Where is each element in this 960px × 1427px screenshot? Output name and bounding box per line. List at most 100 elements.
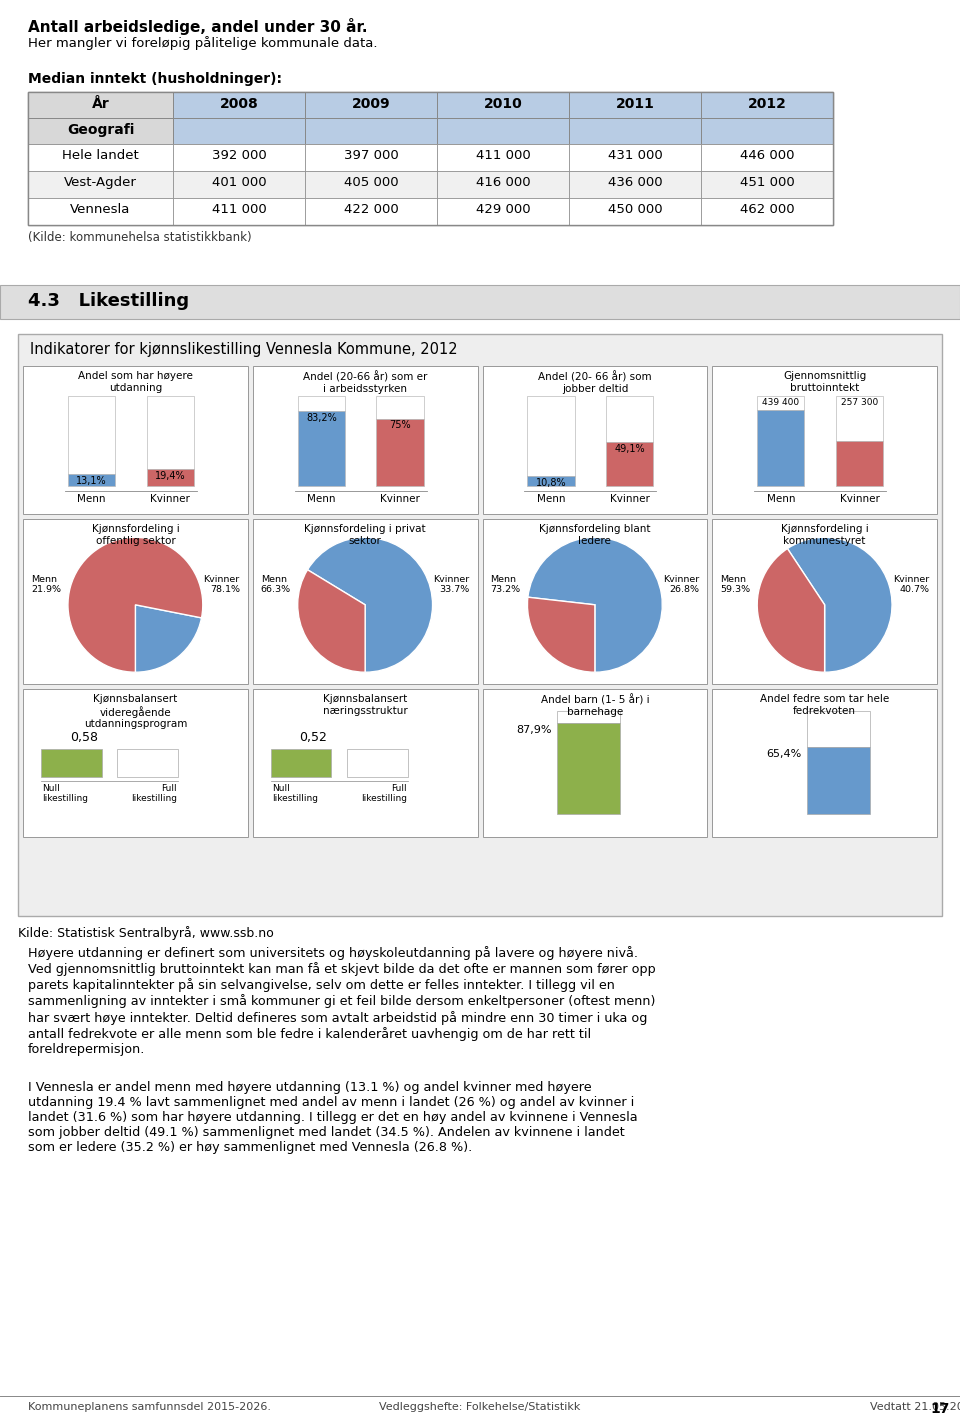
- Bar: [271, 749, 331, 776]
- Bar: [23, 365, 248, 514]
- Wedge shape: [298, 569, 365, 672]
- Text: 439 400: 439 400: [762, 398, 800, 407]
- Bar: [252, 689, 477, 838]
- Text: 422 000: 422 000: [344, 203, 398, 215]
- Bar: [483, 689, 708, 838]
- Bar: [569, 91, 701, 118]
- Text: 87,9%: 87,9%: [516, 725, 552, 735]
- Bar: [437, 171, 569, 198]
- Bar: [557, 711, 619, 723]
- Text: Null
likestilling: Null likestilling: [42, 783, 88, 803]
- Bar: [437, 144, 569, 171]
- Bar: [173, 198, 305, 225]
- Text: Antall arbeidsledige, andel under 30 år.: Antall arbeidsledige, andel under 30 år.: [28, 19, 368, 36]
- Text: 2010: 2010: [484, 97, 522, 111]
- Wedge shape: [787, 538, 892, 672]
- Text: Median inntekt (husholdninger):: Median inntekt (husholdninger):: [28, 71, 282, 86]
- Text: Kvinner
78.1%: Kvinner 78.1%: [204, 575, 240, 594]
- Text: 462 000: 462 000: [740, 203, 794, 215]
- Bar: [305, 91, 437, 118]
- Wedge shape: [307, 538, 433, 672]
- Bar: [117, 749, 178, 776]
- Bar: [757, 397, 804, 410]
- Text: 17: 17: [930, 1401, 950, 1416]
- Text: Vedleggshefte: Folkehelse/Statistikk: Vedleggshefte: Folkehelse/Statistikk: [379, 1401, 581, 1411]
- Bar: [376, 418, 423, 487]
- Text: 401 000: 401 000: [212, 176, 266, 188]
- Bar: [305, 198, 437, 225]
- Bar: [28, 91, 833, 225]
- Bar: [305, 118, 437, 144]
- Text: 75%: 75%: [389, 421, 411, 431]
- Bar: [28, 91, 833, 225]
- Text: Andel (20-66 år) som er
i arbeidsstyrken: Andel (20-66 år) som er i arbeidsstyrken: [303, 371, 427, 394]
- Bar: [376, 397, 423, 418]
- Text: 0,52: 0,52: [300, 731, 327, 743]
- Bar: [68, 474, 115, 487]
- Bar: [28, 144, 173, 171]
- Text: 257 300: 257 300: [841, 398, 878, 407]
- Bar: [757, 410, 804, 487]
- Bar: [28, 118, 173, 144]
- Text: Gjennomsnittlig
bruttoinntekt: Gjennomsnittlig bruttoinntekt: [783, 371, 866, 392]
- Text: 13,1%: 13,1%: [76, 477, 107, 487]
- Bar: [569, 171, 701, 198]
- Wedge shape: [135, 605, 202, 672]
- Text: 2009: 2009: [351, 97, 391, 111]
- Text: Vest-Agder: Vest-Agder: [64, 176, 137, 188]
- Text: Full
likestilling: Full likestilling: [132, 783, 177, 803]
- Bar: [437, 118, 569, 144]
- Bar: [569, 198, 701, 225]
- Bar: [28, 171, 173, 198]
- Text: 4.3   Likestilling: 4.3 Likestilling: [28, 293, 189, 310]
- Bar: [252, 519, 477, 684]
- Bar: [606, 442, 654, 487]
- Text: 429 000: 429 000: [476, 203, 530, 215]
- Text: Geografi: Geografi: [67, 123, 134, 137]
- Bar: [806, 711, 870, 746]
- Text: 0,58: 0,58: [70, 731, 98, 743]
- Bar: [147, 468, 194, 487]
- Text: Menn: Menn: [537, 494, 565, 504]
- Bar: [569, 144, 701, 171]
- Text: 2012: 2012: [748, 97, 786, 111]
- Bar: [173, 171, 305, 198]
- Text: Menn
21.9%: Menn 21.9%: [31, 575, 61, 594]
- Bar: [305, 144, 437, 171]
- Bar: [68, 397, 115, 474]
- Bar: [28, 198, 173, 225]
- Text: Indikatorer for kjønnslikestilling Vennesla Kommune, 2012: Indikatorer for kjønnslikestilling Venne…: [30, 342, 458, 357]
- Text: År: År: [91, 97, 109, 111]
- Text: 431 000: 431 000: [608, 148, 662, 163]
- Text: Høyere utdanning er definert som universitets og høyskoleutdanning på lavere og : Høyere utdanning er definert som univers…: [28, 946, 656, 1056]
- Text: Null
likestilling: Null likestilling: [272, 783, 318, 803]
- Text: Her mangler vi foreløpig pålitelige kommunale data.: Her mangler vi foreløpig pålitelige komm…: [28, 36, 377, 50]
- Wedge shape: [527, 596, 595, 672]
- Text: Menn
73.2%: Menn 73.2%: [491, 575, 520, 594]
- Text: (Kilde: kommunehelsa statistikkbank): (Kilde: kommunehelsa statistikkbank): [28, 231, 252, 244]
- Text: Menn: Menn: [307, 494, 336, 504]
- Text: Andel fedre som tar hele
fedrekvoten: Andel fedre som tar hele fedrekvoten: [760, 694, 889, 715]
- Text: Kommuneplanens samfunnsdel 2015-2026.: Kommuneplanens samfunnsdel 2015-2026.: [28, 1401, 271, 1411]
- Bar: [701, 198, 833, 225]
- Text: Hele landet: Hele landet: [62, 148, 139, 163]
- Bar: [527, 477, 575, 487]
- Wedge shape: [68, 538, 203, 672]
- Text: Kvinner: Kvinner: [610, 494, 650, 504]
- Wedge shape: [528, 538, 662, 672]
- Bar: [298, 397, 345, 411]
- Bar: [437, 198, 569, 225]
- Bar: [836, 441, 883, 487]
- Bar: [305, 171, 437, 198]
- Bar: [483, 365, 708, 514]
- Bar: [23, 689, 248, 838]
- Text: Menn: Menn: [78, 494, 106, 504]
- Bar: [173, 118, 305, 144]
- Text: Vennesla: Vennesla: [70, 203, 131, 215]
- Text: 49,1%: 49,1%: [614, 444, 645, 454]
- Text: Menn
59.3%: Menn 59.3%: [720, 575, 751, 594]
- Bar: [298, 411, 345, 487]
- Bar: [806, 746, 870, 813]
- Text: Kjønnsfordeling i privat
sektor: Kjønnsfordeling i privat sektor: [304, 524, 426, 545]
- Text: Kvinner: Kvinner: [380, 494, 420, 504]
